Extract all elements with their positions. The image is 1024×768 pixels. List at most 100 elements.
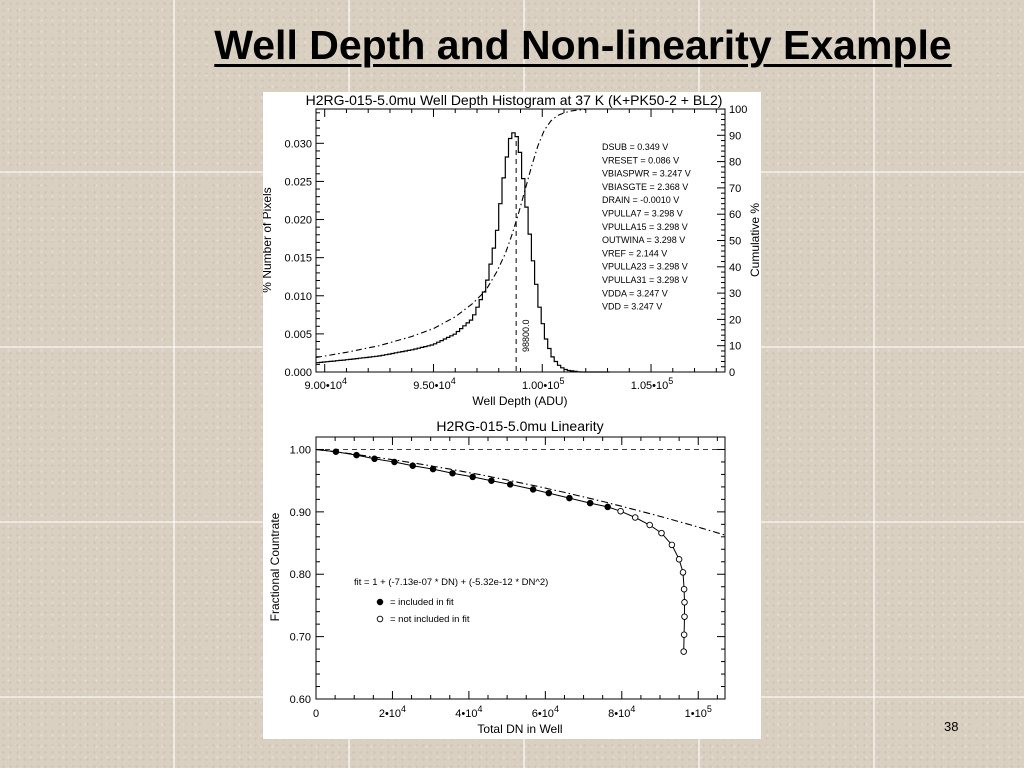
linearity-points	[332, 448, 688, 655]
histogram-x-tick-label-1: 9.50•104	[413, 376, 456, 392]
excluded-point-2	[646, 521, 653, 529]
fit-equation-label: fit = 1 + (-7.13e-07 * DN) + (-5.32e-12 …	[354, 577, 548, 588]
histogram-y2-tick-label-7: 70	[729, 183, 741, 195]
linearity-y-tick-label-4: 0.60	[290, 694, 311, 706]
linearity-x-tick-label-4: 8•104	[608, 704, 635, 720]
cumulative-series-line	[315, 108, 586, 359]
linearity-axes: 0 2•104 4•104 6•104 8•104 1•105 1.00 0.90 0.80 0.…	[290, 437, 725, 720]
included-point-12	[566, 494, 573, 502]
histogram-y2-tick-label-5: 50	[729, 236, 741, 248]
detector-parameter-6: VPULLA15 = 3.298 V	[602, 222, 688, 232]
linearity-x-tick-label-1: 2•104	[379, 704, 406, 720]
histogram-y2-tick-label-1: 10	[729, 341, 741, 353]
linearity-y-tick-label-0: 1.00	[290, 444, 311, 456]
histogram-y2-tick-label-10: 100	[729, 104, 747, 116]
linearity-y-tick-label-3: 0.70	[290, 632, 311, 644]
histogram-y-tick-label-3: 0.015	[284, 253, 312, 265]
linearity-title: H2RG-015-5.0mu Linearity	[436, 418, 603, 434]
histogram-y2-tick-label-8: 80	[729, 157, 741, 169]
detector-parameter-12: VDD = 3.247 V	[602, 302, 662, 312]
histogram-series-line	[316, 132, 610, 373]
histogram-y2-tick-label-4: 40	[729, 262, 741, 274]
included-point-8	[488, 477, 495, 484]
detector-parameter-9: VPULLA23 = 3.298 V	[602, 262, 688, 272]
histogram-y2-axis-label: Cumulative %	[748, 203, 761, 277]
histogram-x-tick-label-2: 1.00•105	[522, 376, 565, 392]
linearity-x-tick-label-2: 4•104	[455, 704, 482, 720]
excluded-point-11	[680, 648, 687, 655]
histogram-chart: H2RG-015-5.0mu Well Depth Histogram at 3…	[260, 92, 762, 408]
median-marker-label: 98800.0	[521, 319, 531, 352]
excluded-point-7	[680, 585, 688, 593]
histogram-y-tick-label-6: 0.030	[284, 138, 312, 150]
histogram-y2-tick-label-2: 20	[729, 314, 741, 326]
charts-canvas: H2RG-015-5.0mu Well Depth Histogram at 3…	[260, 92, 762, 736]
histogram-x-axis-label: Well Depth (ADU)	[472, 394, 567, 408]
histogram-x-tick-label-3: 1.05•105	[631, 376, 674, 392]
measured-curve	[315, 449, 685, 652]
included-point-6	[449, 469, 456, 477]
linearity-y-axis-label: Fractional Countrate	[268, 512, 282, 621]
linearity-chart: H2RG-015-5.0mu Linearity 0 2•104 4•104 6•10…	[268, 418, 726, 736]
included-point-9	[506, 481, 514, 488]
linearity-y-tick-label-1: 0.90	[290, 507, 311, 519]
excluded-point-0	[617, 507, 624, 515]
detector-parameter-11: VDDA = 3.247 V	[602, 288, 668, 298]
detector-parameter-8: VREF = 2.144 V	[602, 248, 667, 258]
included-point-11	[545, 489, 553, 497]
histogram-y2-tick-label-3: 30	[729, 288, 741, 300]
histogram-y-tick-label-1: 0.005	[284, 329, 312, 341]
included-point-1	[353, 451, 360, 459]
legend-included-marker	[376, 598, 384, 606]
included-point-2	[371, 455, 378, 463]
excluded-point-10	[680, 631, 688, 638]
histogram-y2-tick-label-9: 90	[729, 130, 741, 142]
excluded-point-3	[658, 529, 665, 537]
linearity-y-tick-label-2: 0.80	[290, 569, 311, 581]
excluded-point-5	[675, 556, 683, 563]
detector-parameter-1: VRESET = 0.086 V	[602, 155, 679, 165]
histogram-y-tick-label-2: 0.010	[284, 291, 312, 303]
legend-excluded-marker	[376, 615, 384, 623]
legend-included-label: = included in fit	[390, 597, 454, 608]
linearity-x-tick-label-0: 0	[313, 708, 319, 720]
detector-parameter-5: VPULLA7 = 3.298 V	[602, 209, 683, 219]
included-point-4	[409, 462, 416, 469]
excluded-point-9	[681, 613, 688, 620]
histogram-x-tick-label-0: 9.00•104	[304, 376, 347, 392]
detector-parameter-3: VBIASGTE = 2.368 V	[602, 182, 688, 192]
excluded-point-1	[631, 514, 639, 521]
linearity-plot-frame	[315, 436, 726, 700]
included-point-7	[469, 473, 476, 481]
histogram-y-tick-label-4: 0.020	[284, 215, 312, 227]
detector-parameters: DSUB = 0.349 V VRESET = 0.086 V VBIASPWR =…	[602, 142, 691, 312]
included-point-5	[429, 465, 437, 473]
histogram-y-tick-label-0: 0.000	[284, 367, 312, 379]
excluded-point-6	[679, 569, 687, 576]
fit-curve	[315, 448, 726, 536]
included-point-14	[604, 503, 611, 511]
detector-parameter-7: OUTWINA = 3.298 V	[602, 235, 685, 245]
slide-number: 38	[944, 719, 959, 734]
detector-parameter-0: DSUB = 0.349 V	[602, 142, 668, 152]
detector-parameter-4: DRAIN = -0.0010 V	[602, 195, 679, 205]
chart-panel: H2RG-015-5.0mu Well Depth Histogram at 3…	[260, 92, 762, 739]
detector-parameter-2: VBIASPWR = 3.247 V	[602, 169, 691, 179]
included-point-13	[586, 499, 594, 507]
histogram-y-axis-label: % Number of Pixels	[263, 187, 274, 292]
histogram-axes: 9.00•104 9.50•104 1.00•105 1.05•105 0.000 0.0…	[284, 104, 747, 392]
included-point-3	[391, 458, 398, 466]
linearity-x-tick-label-3: 6•104	[532, 704, 559, 720]
included-point-0	[332, 448, 340, 455]
linearity-x-tick-label-5: 1•105	[685, 704, 712, 720]
excluded-point-4	[668, 541, 676, 549]
included-point-10	[529, 486, 537, 493]
histogram-y2-tick-label-6: 60	[729, 209, 741, 221]
slide-title: Well Depth and Non-linearity Example	[214, 22, 952, 68]
excluded-point-8	[681, 599, 688, 606]
detector-parameter-10: VPULLA31 = 3.298 V	[602, 275, 688, 285]
histogram-y2-tick-label-0: 0	[729, 367, 735, 379]
linearity-x-axis-label: Total DN in Well	[477, 722, 562, 734]
legend-excluded-label: = not included in fit	[390, 614, 470, 625]
histogram-y-tick-label-5: 0.025	[284, 176, 312, 188]
